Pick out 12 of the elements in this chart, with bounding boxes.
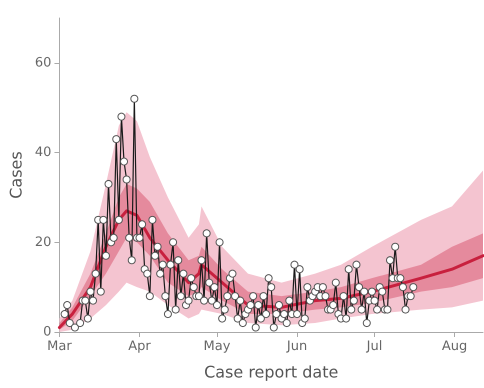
y-tick-label: 40 bbox=[34, 145, 52, 160]
x-tick-label: May bbox=[204, 339, 231, 354]
y-tick-label: 60 bbox=[34, 55, 52, 70]
y-axis-title: Cases bbox=[6, 151, 26, 199]
x-tick-label: Mar bbox=[47, 339, 72, 354]
x-tick-label: Jun bbox=[286, 339, 308, 354]
y-tick-label: 20 bbox=[34, 234, 52, 250]
x-tick-label: Jul bbox=[366, 339, 382, 354]
x-tick-label: Apr bbox=[128, 339, 152, 354]
x-axis-title: Case report date bbox=[204, 362, 338, 382]
y-tick-label: 0 bbox=[43, 324, 52, 340]
x-tick-label: Aug bbox=[442, 339, 468, 354]
